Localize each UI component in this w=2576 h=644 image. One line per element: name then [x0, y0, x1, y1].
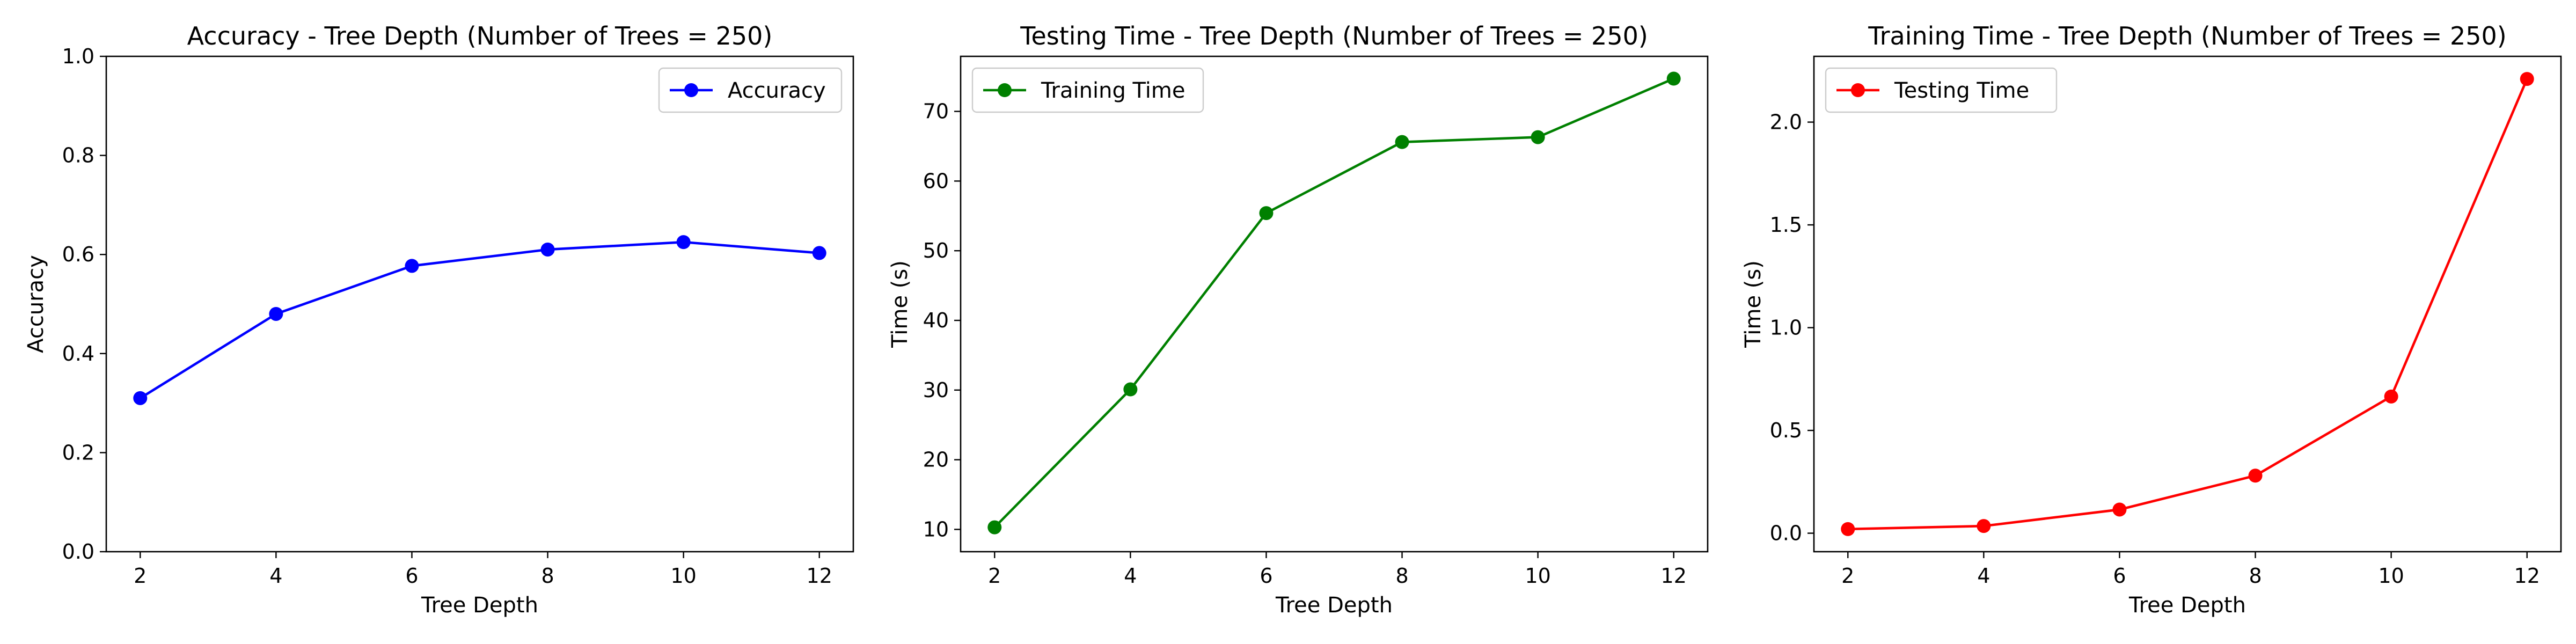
- data-point: [1123, 382, 1138, 397]
- legend-box: [971, 67, 1204, 113]
- x-tick-label: 8: [2249, 564, 2262, 588]
- x-axis-label: Tree Depth: [421, 593, 538, 618]
- y-axis-label: Accuracy: [24, 255, 48, 353]
- series-line-1: [1848, 78, 2528, 531]
- x-tick-label: 4: [1124, 564, 1137, 588]
- x-tick-label: 10: [1525, 564, 1550, 588]
- x-tick-label: 12: [2514, 564, 2540, 588]
- legend: Training Time: [971, 67, 1204, 113]
- chart-title: Training Time - Tree Depth (Number of Tr…: [1868, 21, 2506, 50]
- y-tick-label: 20: [923, 448, 949, 472]
- y-axis-label: Time (s): [1741, 260, 1766, 348]
- legend-marker: [1851, 83, 1865, 97]
- data-point: [1259, 206, 1274, 221]
- x-tick-label: 8: [541, 564, 554, 588]
- data-point: [676, 235, 691, 250]
- data-point: [987, 520, 1002, 535]
- legend-label: Accuracy: [728, 78, 826, 103]
- data-point: [133, 391, 148, 405]
- y-tick-label: 70: [923, 100, 949, 123]
- x-tick-label: 6: [405, 564, 418, 588]
- x-tick-label: 10: [670, 564, 696, 588]
- y-tick-label: 10: [923, 517, 949, 541]
- series-line-1: [140, 240, 819, 399]
- data-point: [1395, 135, 1409, 149]
- legend: Testing Time: [1825, 67, 2058, 113]
- x-tick-label: 2: [1841, 564, 1854, 588]
- y-tick-label: 1.0: [62, 45, 94, 68]
- x-tick-label: 12: [1661, 564, 1687, 588]
- data-point: [1666, 71, 1681, 86]
- y-tick-label: 1.0: [1770, 316, 1802, 340]
- x-tick-label: 2: [134, 564, 147, 588]
- x-tick-label: 8: [1395, 564, 1408, 588]
- data-point: [269, 306, 283, 321]
- x-tick-label: 6: [1260, 564, 1272, 588]
- y-tick-label: 0.2: [62, 441, 94, 464]
- data-point: [540, 242, 555, 257]
- data-point: [812, 246, 826, 260]
- x-axis-label: Tree Depth: [1275, 593, 1393, 618]
- legend-label: Testing Time: [1894, 78, 2029, 103]
- data-point: [2384, 389, 2398, 404]
- y-tick-label: 0.8: [62, 144, 94, 167]
- data-point: [1531, 130, 1545, 144]
- y-tick-label: 0.0: [1770, 522, 1802, 545]
- chart-1: Accuracy - Tree Depth (Number of Trees =…: [24, 21, 854, 618]
- chart-2: Testing Time - Tree Depth (Number of Tre…: [888, 21, 1709, 618]
- x-tick-label: 2: [988, 564, 1001, 588]
- axes-frame: [1813, 55, 2562, 553]
- x-tick-label: 6: [2113, 564, 2126, 588]
- legend-label: Training Time: [1041, 78, 1185, 103]
- data-point: [405, 259, 419, 273]
- legend-marker: [998, 83, 1012, 97]
- x-tick-label: 4: [269, 564, 282, 588]
- y-axis-label: Time (s): [888, 260, 912, 348]
- y-tick-label: 50: [923, 239, 949, 262]
- y-tick-label: 0.5: [1770, 419, 1802, 442]
- series-line-1: [993, 77, 1674, 529]
- chart-3: Training Time - Tree Depth (Number of Tr…: [1741, 21, 2562, 618]
- data-point: [2112, 502, 2127, 517]
- y-tick-label: 60: [923, 169, 949, 193]
- x-tick-label: 12: [807, 564, 832, 588]
- x-axis-label: Tree Depth: [2128, 593, 2246, 618]
- chart-title: Testing Time - Tree Depth (Number of Tre…: [1020, 21, 1648, 50]
- y-tick-label: 0.0: [62, 540, 94, 564]
- y-tick-label: 0.4: [62, 342, 94, 365]
- legend-marker: [684, 83, 698, 97]
- x-tick-label: 10: [2378, 564, 2404, 588]
- legend-box: [1825, 67, 2058, 113]
- axes-frame: [105, 55, 854, 553]
- y-tick-label: 40: [923, 309, 949, 332]
- x-tick-label: 4: [1977, 564, 1990, 588]
- y-tick-label: 30: [923, 378, 949, 402]
- y-tick-label: 2.0: [1770, 111, 1802, 134]
- y-tick-label: 1.5: [1770, 213, 1802, 237]
- chart-title: Accuracy - Tree Depth (Number of Trees =…: [187, 21, 773, 50]
- legend: Accuracy: [658, 67, 843, 113]
- data-point: [2520, 72, 2534, 86]
- data-point: [2248, 469, 2263, 483]
- axes-frame: [960, 55, 1709, 553]
- y-tick-label: 0.6: [62, 243, 94, 266]
- data-point: [1841, 522, 1855, 536]
- data-point: [1977, 519, 1991, 533]
- legend-box: [658, 67, 843, 113]
